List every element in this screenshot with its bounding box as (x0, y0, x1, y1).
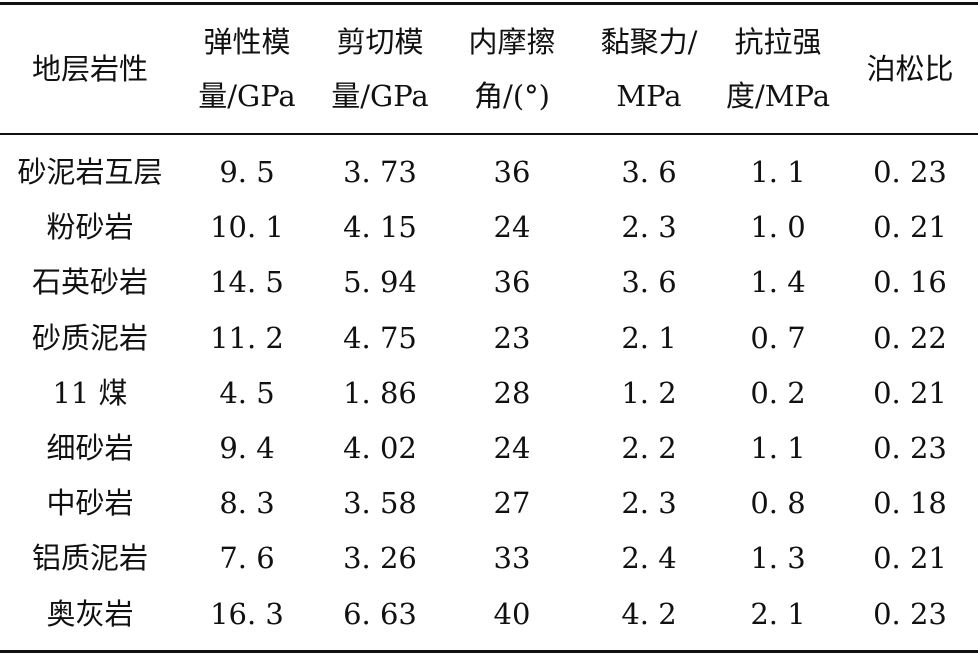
cell-cohesion: 2. 1 (621, 320, 677, 355)
header-text-line2: 角/(°) (474, 79, 550, 113)
cell-friction-angle: 36 (493, 155, 531, 189)
cell-lithology: 石英砂岩 (31, 265, 148, 300)
header-cohesion: 黏聚力/ MPa (584, 5, 714, 133)
cell-shear-modulus: 3. 58 (343, 486, 417, 521)
header-friction-angle: 内摩擦 角/(°) (450, 5, 574, 133)
table-bottom-rule (0, 650, 978, 653)
cell-shear-modulus: 3. 26 (343, 541, 417, 576)
header-text-line1: 剪切模 (336, 25, 424, 59)
cell-tensile-strength: 0. 8 (750, 486, 806, 521)
cell-lithology: 11 煤 (52, 375, 128, 410)
cell-friction-angle: 24 (493, 430, 531, 465)
cell-tensile-strength: 1. 1 (750, 430, 806, 465)
cell-tensile-strength: 2. 1 (750, 596, 806, 631)
cell-cohesion: 2. 4 (621, 541, 677, 576)
cell-friction-angle: 28 (493, 375, 531, 410)
header-text-line1: 黏聚力/ (600, 25, 698, 59)
cell-friction-angle: 40 (493, 596, 531, 631)
table-row: 中砂岩 8. 3 3. 58 27 2. 3 0. 8 0. 18 (0, 476, 978, 531)
table-row: 11 煤 4. 5 1. 86 28 1. 2 0. 2 0. 21 (0, 366, 978, 421)
cell-tensile-strength: 1. 1 (750, 155, 806, 189)
cell-friction-angle: 33 (493, 541, 531, 576)
cell-cohesion: 3. 6 (621, 265, 677, 300)
header-poisson-ratio: 泊松比 (846, 5, 974, 133)
cell-poisson-ratio: 0. 23 (873, 596, 947, 631)
cell-shear-modulus: 4. 15 (343, 210, 417, 245)
cell-cohesion: 1. 2 (621, 375, 677, 410)
header-text-line1: 抗拉强 (734, 25, 822, 59)
cell-poisson-ratio: 0. 21 (873, 375, 947, 410)
cell-elastic-modulus: 9. 4 (219, 430, 275, 465)
header-text-line1: 内摩擦 (468, 25, 556, 59)
cell-elastic-modulus: 7. 6 (219, 541, 275, 576)
cell-friction-angle: 27 (493, 486, 531, 521)
cell-elastic-modulus: 4. 5 (219, 375, 275, 410)
cell-friction-angle: 24 (493, 210, 531, 245)
cell-lithology: 细砂岩 (46, 430, 134, 465)
cell-friction-angle: 23 (493, 320, 531, 355)
cell-elastic-modulus: 10. 1 (210, 210, 284, 245)
cell-lithology: 砂质泥岩 (31, 320, 148, 355)
cell-elastic-modulus: 14. 5 (210, 265, 284, 300)
cell-poisson-ratio: 0. 18 (873, 486, 947, 521)
cell-lithology: 铝质泥岩 (31, 541, 148, 576)
header-text-line1: 弹性模 (203, 25, 291, 59)
header-lithology: 地层岩性 (0, 5, 180, 133)
cell-poisson-ratio: 0. 22 (873, 320, 947, 355)
table-row: 砂泥岩互层 9. 5 3. 73 36 3. 6 1. 1 0. 23 (0, 145, 978, 200)
cell-cohesion: 2. 2 (621, 430, 677, 465)
cell-poisson-ratio: 0. 23 (873, 430, 947, 465)
cell-lithology: 奥灰岩 (46, 596, 134, 631)
header-text-line2: 度/MPa (726, 79, 830, 113)
cell-poisson-ratio: 0. 21 (873, 210, 947, 245)
cell-elastic-modulus: 16. 3 (210, 596, 284, 631)
cell-poisson-ratio: 0. 23 (873, 155, 947, 189)
table-row: 砂质泥岩 11. 2 4. 75 23 2. 1 0. 7 0. 22 (0, 311, 978, 366)
header-shear-modulus: 剪切模 量/GPa (318, 5, 442, 133)
cell-shear-modulus: 4. 75 (343, 320, 417, 355)
cell-elastic-modulus: 11. 2 (210, 320, 284, 355)
header-tensile-strength: 抗拉强 度/MPa (716, 5, 840, 133)
table-header-row: 地层岩性 弹性模 量/GPa 剪切模 量/GPa 内摩擦 角/(°) 黏聚力/ … (0, 5, 978, 133)
table-row: 奥灰岩 16. 3 6. 63 40 4. 2 2. 1 0. 23 (0, 587, 978, 642)
cell-shear-modulus: 1. 86 (343, 375, 417, 410)
cell-shear-modulus: 3. 73 (343, 155, 417, 189)
table-row: 粉砂岩 10. 1 4. 15 24 2. 3 1. 0 0. 21 (0, 200, 978, 255)
header-text-line2: 量/GPa (331, 79, 429, 113)
table-row: 石英砂岩 14. 5 5. 94 36 3. 6 1. 4 0. 16 (0, 255, 978, 310)
cell-elastic-modulus: 9. 5 (219, 155, 275, 189)
cell-poisson-ratio: 0. 21 (873, 541, 947, 576)
cell-cohesion: 2. 3 (621, 210, 677, 245)
cell-shear-modulus: 6. 63 (343, 596, 417, 631)
table-body: 砂泥岩互层 9. 5 3. 73 36 3. 6 1. 1 0. 23 粉砂岩 … (0, 145, 978, 642)
cell-tensile-strength: 1. 0 (750, 210, 806, 245)
header-elastic-modulus: 弹性模 量/GPa (186, 5, 308, 133)
table-top-rule (0, 2, 978, 5)
cell-friction-angle: 36 (493, 265, 531, 300)
cell-cohesion: 3. 6 (621, 155, 677, 189)
cell-shear-modulus: 4. 02 (343, 430, 417, 465)
cell-cohesion: 2. 3 (621, 486, 677, 521)
cell-lithology: 砂泥岩互层 (17, 155, 163, 189)
cell-tensile-strength: 0. 2 (750, 375, 806, 410)
cell-tensile-strength: 1. 3 (750, 541, 806, 576)
header-text: 泊松比 (866, 52, 954, 86)
table-row: 细砂岩 9. 4 4. 02 24 2. 2 1. 1 0. 23 (0, 421, 978, 476)
header-text-line2: 量/GPa (198, 79, 296, 113)
cell-elastic-modulus: 8. 3 (219, 486, 275, 521)
cell-lithology: 中砂岩 (46, 486, 134, 521)
table-row: 铝质泥岩 7. 6 3. 26 33 2. 4 1. 3 0. 21 (0, 531, 978, 586)
cell-cohesion: 4. 2 (621, 596, 677, 631)
cell-lithology: 粉砂岩 (46, 210, 134, 245)
cell-shear-modulus: 5. 94 (343, 265, 417, 300)
cell-tensile-strength: 0. 7 (750, 320, 806, 355)
table-header-rule (0, 133, 978, 135)
header-text-line2: MPa (616, 79, 682, 113)
header-text: 地层岩性 (31, 52, 148, 86)
cell-poisson-ratio: 0. 16 (873, 265, 947, 300)
cell-tensile-strength: 1. 4 (750, 265, 806, 300)
